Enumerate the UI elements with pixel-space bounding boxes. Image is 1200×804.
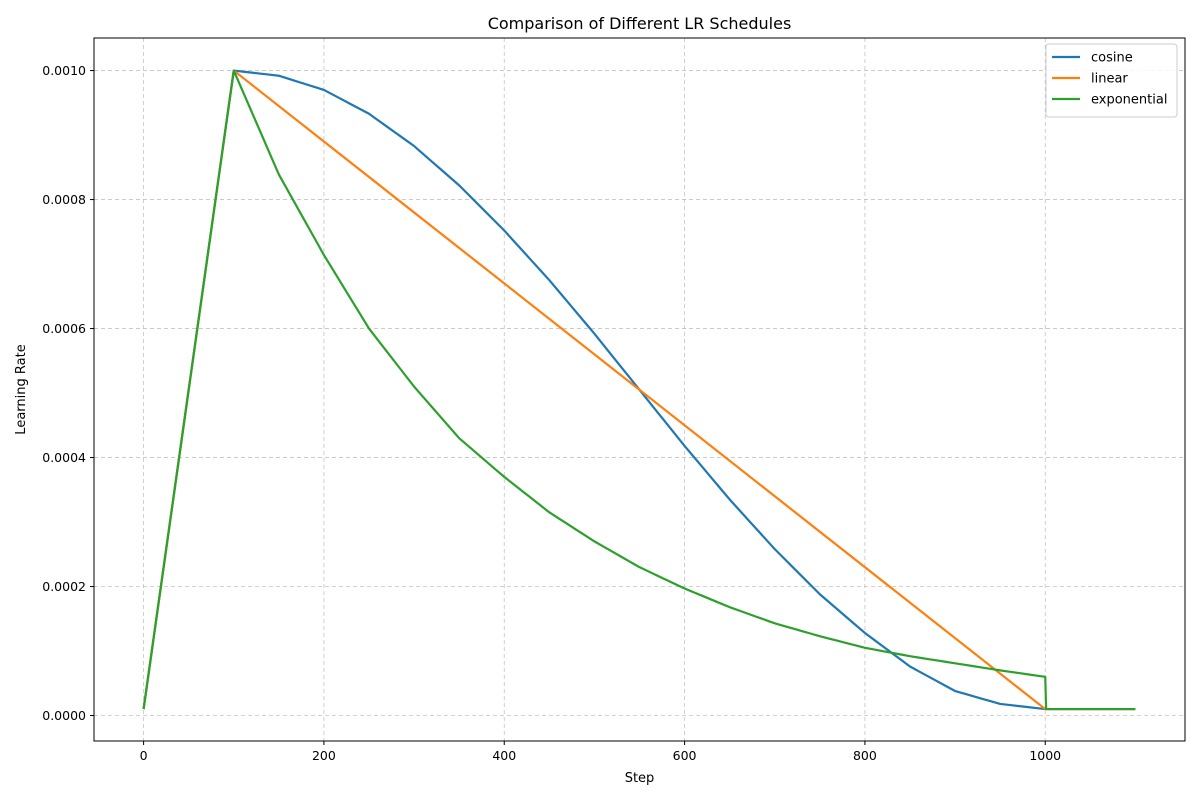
y-axis-label: Learning Rate: [14, 344, 29, 434]
grid-layer: [94, 38, 1185, 741]
legend-label-linear: linear: [1091, 72, 1128, 87]
plot-frame: [93, 37, 1186, 742]
x-tick-label: 800: [853, 748, 877, 763]
y-tick-label: 0.0002: [42, 579, 86, 594]
y-tick-label: 0.0004: [42, 450, 86, 465]
y-tick-label: 0.0008: [42, 192, 86, 207]
legend-label-cosine: cosine: [1091, 51, 1133, 66]
legend: cosine linear exponential: [1045, 43, 1178, 118]
y-tick-label: 0.0000: [42, 708, 86, 723]
x-axis-label: Step: [625, 771, 655, 786]
series-layer: [142, 69, 1136, 711]
x-tick-label: 400: [492, 748, 516, 763]
x-tick-label: 600: [673, 748, 697, 763]
x-tick-label: 1000: [1029, 748, 1061, 763]
legend-label-exponential: exponential: [1091, 93, 1167, 108]
y-tick-label: 0.0006: [42, 321, 86, 336]
chart-title: Comparison of Different LR Schedules: [488, 14, 792, 33]
y-tick-label: 0.0010: [42, 63, 86, 78]
tick-layer: 0 200 400 600 800 1000 0.0000 0.0002 0.0004 0.000…: [42, 63, 1061, 763]
series-line-exponential: [142, 69, 1136, 711]
x-tick-label: 0: [140, 748, 148, 763]
x-tick-label: 200: [312, 748, 336, 763]
